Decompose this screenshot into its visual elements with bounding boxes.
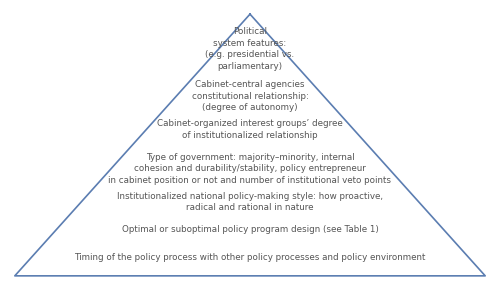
Text: Timing of the policy process with other policy processes and policy environment: Timing of the policy process with other … — [74, 253, 426, 262]
Text: Cabinet-organized interest groups’ degree
of institutionalized relationship: Cabinet-organized interest groups’ degre… — [157, 119, 343, 140]
Text: Type of government: majority–minority, internal
cohesion and durability/stabilit: Type of government: majority–minority, i… — [108, 153, 392, 185]
Text: Cabinet-central agencies
constitutional relationship:
(degree of autonomy): Cabinet-central agencies constitutional … — [192, 80, 308, 112]
Text: Institutionalized national policy-making style: how proactive,
radical and ratio: Institutionalized national policy-making… — [117, 192, 383, 212]
Text: Optimal or suboptimal policy program design (see Table 1): Optimal or suboptimal policy program des… — [122, 225, 378, 234]
Text: Political
system features:
(e.g. presidential vs.
parliamentary): Political system features: (e.g. preside… — [206, 27, 294, 71]
